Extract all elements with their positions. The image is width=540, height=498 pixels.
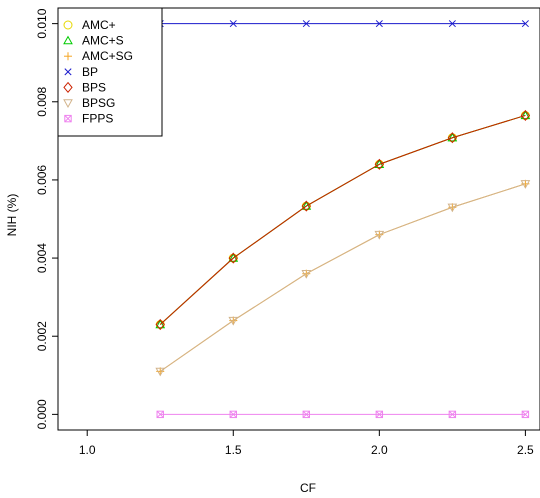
plot-frame xyxy=(57,7,540,431)
y-tick-label: 0.008 xyxy=(35,86,49,116)
legend-marker xyxy=(63,35,73,45)
legend-label: FPPS xyxy=(82,112,113,126)
data-point xyxy=(520,109,531,122)
data-point xyxy=(520,180,531,189)
legend-label: BPS xyxy=(82,80,106,94)
legend-marker xyxy=(63,99,73,109)
legend-label: BPSG xyxy=(82,96,115,110)
data-point xyxy=(521,20,529,28)
data-point xyxy=(447,132,458,144)
legend-marker xyxy=(63,81,73,93)
legend-label: AMC+S xyxy=(82,34,124,48)
x-tick-label: 1.0 xyxy=(79,443,96,457)
data-point xyxy=(229,410,237,419)
data-point xyxy=(229,20,237,28)
data-point xyxy=(155,319,166,329)
data-point xyxy=(520,110,531,120)
y-tick-label: 0.002 xyxy=(35,321,49,351)
legend-marker xyxy=(64,114,72,123)
legend-label: AMC+SG xyxy=(82,49,133,63)
data-point xyxy=(228,252,238,264)
data-point xyxy=(155,318,165,331)
legend-label: BP xyxy=(82,65,98,79)
series-line xyxy=(159,114,526,325)
x-tick-label: 2.0 xyxy=(371,443,388,457)
y-tick-label: 0.000 xyxy=(35,399,49,429)
axes: 1.0 1.5 2.0 2.5 0.000 0.002 0.004 0.006 0.008 0.0… xyxy=(35,8,534,457)
series-line xyxy=(159,183,526,372)
y-tick-label: 0.010 xyxy=(35,8,49,38)
legend-box xyxy=(57,7,163,137)
legend-marker xyxy=(63,20,73,30)
x-tick-label: 1.5 xyxy=(225,443,242,457)
data-point xyxy=(448,410,457,419)
x-axis-title: CF xyxy=(300,481,316,495)
data-point xyxy=(228,316,239,326)
data-point xyxy=(301,270,312,279)
series-line xyxy=(159,114,526,325)
data-point xyxy=(302,20,310,28)
data-point xyxy=(302,410,311,419)
data-point xyxy=(301,201,312,210)
legend-marker xyxy=(64,52,72,61)
y-tick-label: 0.006 xyxy=(35,165,49,195)
y-tick-label: 0.004 xyxy=(35,243,49,273)
data-point xyxy=(374,230,385,240)
legend-label: AMC+ xyxy=(82,18,116,32)
data-point xyxy=(375,410,384,419)
data-point xyxy=(375,20,383,28)
data-point xyxy=(155,367,166,377)
data-point xyxy=(448,20,456,28)
x-tick-label: 2.5 xyxy=(517,443,534,457)
data-point xyxy=(228,253,239,262)
series-layer xyxy=(155,20,531,419)
data-point xyxy=(156,410,164,419)
data-point xyxy=(301,200,311,212)
legend-marker xyxy=(64,68,72,76)
series-line xyxy=(159,183,526,372)
data-point xyxy=(447,203,458,213)
y-axis-title: NIH (%) xyxy=(5,194,19,237)
data-point xyxy=(374,158,384,170)
series-line xyxy=(159,114,526,325)
data-point xyxy=(521,410,530,419)
